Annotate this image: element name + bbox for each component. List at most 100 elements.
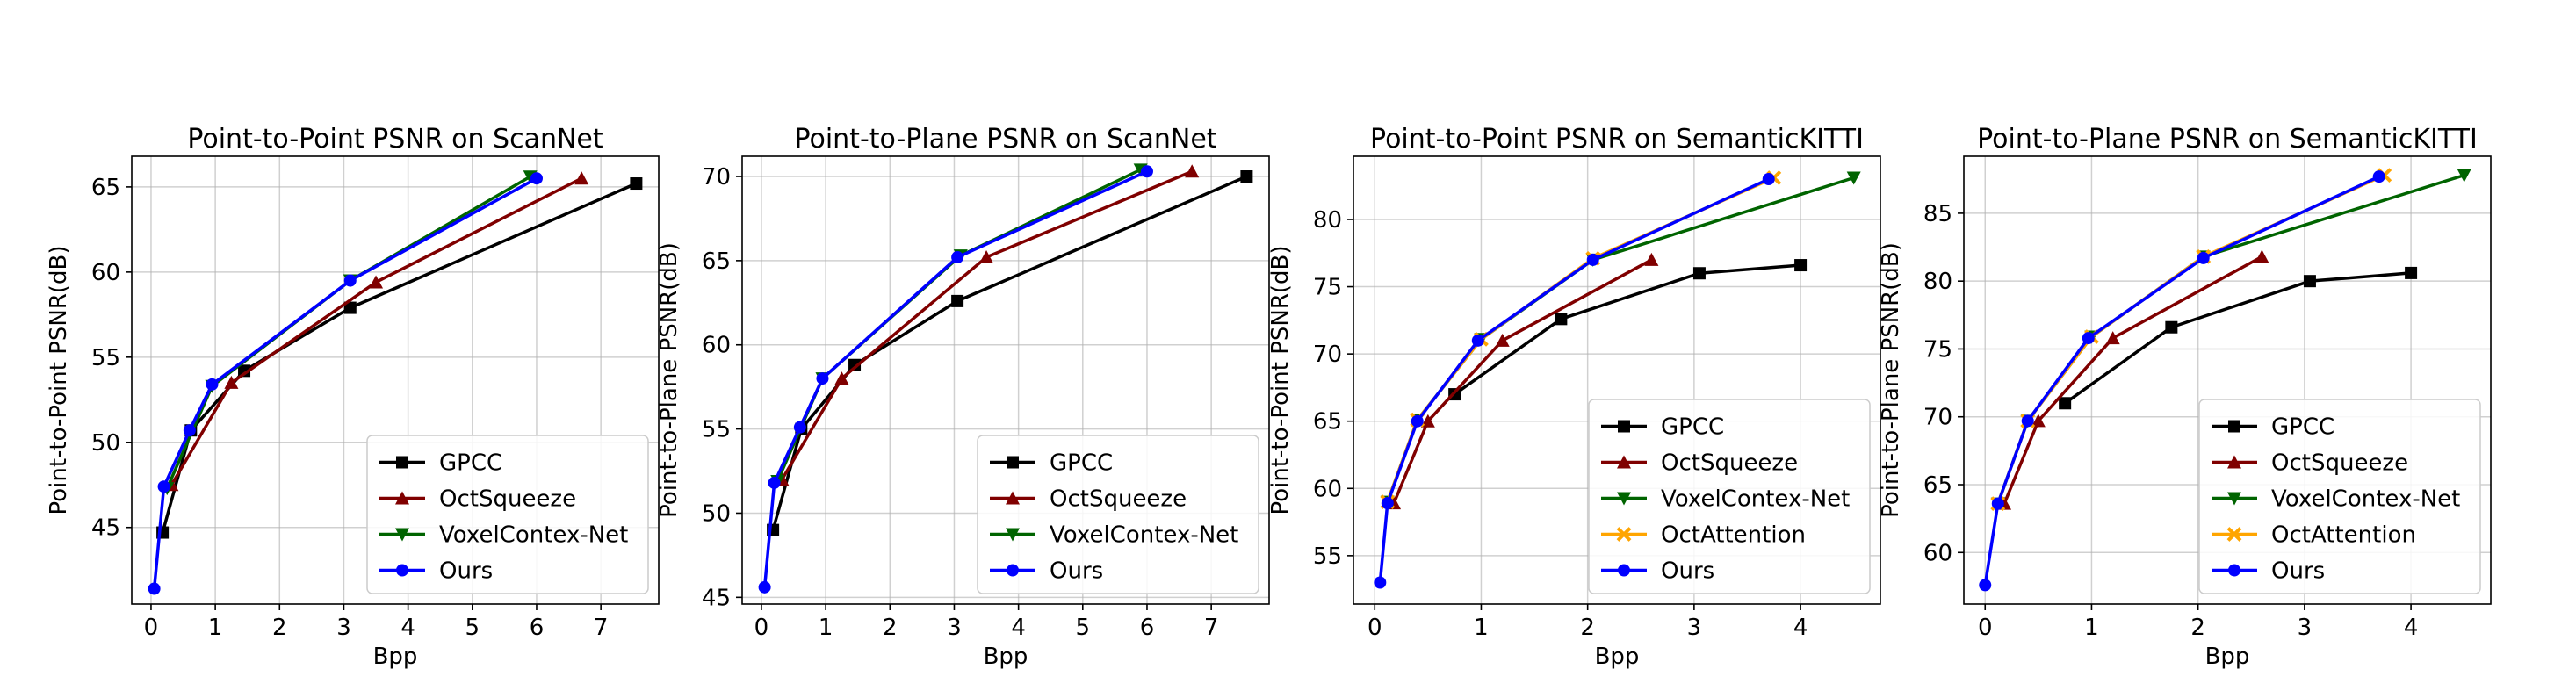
y-tick-label: 60	[1313, 476, 1342, 502]
y-tick-label: 80	[1313, 207, 1342, 234]
legend-label: Ours	[1661, 558, 1714, 585]
data-point	[1471, 334, 1484, 347]
data-point	[1794, 259, 1808, 272]
data-point	[1420, 414, 1435, 428]
series-line	[1454, 263, 1801, 396]
x-tick-label: 2	[1580, 615, 1595, 641]
data-point	[1586, 253, 1599, 266]
data-point	[1555, 313, 1568, 326]
data-point	[1411, 414, 1424, 428]
data-point	[224, 375, 239, 389]
y-tick-label: 70	[1313, 342, 1342, 368]
y-tick-label: 55	[1313, 543, 1342, 570]
y-tick-label: 85	[1923, 201, 1952, 227]
legend-box	[977, 435, 1259, 594]
legend-label: VoxelContex-Net	[1661, 486, 1850, 513]
x-tick-label: 7	[594, 615, 609, 641]
y-axis-label: Point-to-Plane PSNR(dB)	[656, 242, 682, 518]
y-tick-label: 70	[1923, 405, 1952, 431]
data-point	[2082, 332, 2095, 345]
legend-marker	[2227, 492, 2241, 506]
legend-label: OctSqueeze	[1050, 486, 1187, 513]
data-point	[369, 275, 384, 289]
legend-marker	[396, 564, 408, 577]
chart-title: Point-to-Plane PSNR on ScanNet	[794, 124, 1216, 155]
legend-label: OctAttention	[2271, 522, 2416, 549]
data-point	[1185, 164, 1200, 178]
legend-item: OctAttention	[1601, 522, 1806, 549]
data-point	[2021, 414, 2034, 428]
data-point	[1644, 252, 1659, 266]
data-point	[148, 582, 161, 595]
legend-item: Ours	[379, 558, 493, 585]
data-point	[951, 294, 964, 307]
chart-title: Point-to-Point PSNR on ScanNet	[187, 124, 603, 155]
legend-label: GPCC	[439, 450, 502, 477]
data-point	[2255, 249, 2269, 263]
legend-label: Ours	[1050, 558, 1103, 585]
y-tick-label: 45	[702, 585, 731, 611]
series-ours	[1374, 173, 1775, 589]
data-point	[1240, 170, 1253, 183]
series-line	[1983, 175, 2380, 586]
data-point	[1381, 497, 1394, 510]
legend-marker	[396, 456, 408, 469]
chart-title: Point-to-Point PSNR on SemanticKITTI	[1370, 124, 1864, 155]
legend-item: VoxelContex-Net	[990, 522, 1238, 549]
data-point	[2197, 251, 2210, 264]
legend-box	[1588, 399, 1871, 594]
series-line	[152, 176, 538, 589]
x-tick-label: 0	[754, 615, 769, 641]
data-point	[183, 424, 196, 437]
legend-marker	[2227, 455, 2241, 469]
data-point	[1374, 576, 1387, 589]
data-point	[951, 251, 964, 264]
legend-label: VoxelContex-Net	[439, 522, 628, 549]
data-point	[2165, 320, 2178, 334]
legend-marker	[1616, 527, 1632, 542]
y-tick-label: 75	[1923, 336, 1952, 363]
x-tick-label: 4	[1793, 615, 1808, 641]
chart-panel-3: 0 1 2 3 4 55 60 65 70 75 80 Point-to-Point PSNR on …	[1267, 124, 1881, 670]
legend-marker	[2228, 564, 2240, 577]
legend-marker	[1006, 528, 1020, 542]
data-point	[343, 301, 357, 314]
legend-marker	[1006, 491, 1020, 505]
legend-marker	[395, 491, 409, 505]
legend-item: VoxelContex-Net	[1601, 486, 1850, 513]
x-tick-label: 3	[1687, 615, 1702, 641]
data-point	[574, 171, 589, 185]
x-tick-label: 0	[1978, 615, 1993, 641]
x-tick-label: 2	[272, 615, 287, 641]
legend-label: GPCC	[1661, 414, 1724, 441]
data-point	[1762, 173, 1775, 186]
y-tick-label: 60	[1923, 540, 1952, 566]
legend-marker	[1618, 420, 1630, 433]
y-tick-label: 65	[1313, 409, 1342, 435]
y-tick-label: 75	[1313, 275, 1342, 301]
legend-item: Ours	[1601, 558, 1714, 585]
data-point	[343, 274, 357, 287]
legend-item: Ours	[2212, 558, 2325, 585]
data-point	[768, 476, 781, 489]
plot-frame	[131, 155, 660, 605]
legend-label: OctSqueeze	[1661, 450, 1798, 477]
y-tick-label: 60	[91, 260, 120, 286]
data-point	[834, 371, 849, 385]
x-tick-label: 0	[1367, 615, 1382, 641]
chart-panel-4: 0 1 2 3 4 60 65 70 75 80 85 Point-to-Plane PSNR on …	[1878, 124, 2492, 670]
legend-marker	[1007, 564, 1019, 577]
data-point	[630, 177, 643, 191]
x-tick-label: 6	[1140, 615, 1155, 641]
series-line	[762, 169, 1148, 587]
data-point	[1846, 171, 1861, 185]
x-tick-label: 1	[1474, 615, 1489, 641]
data-point	[816, 372, 829, 385]
legend: GPCC OctSqueeze VoxelContex-Net Ours	[977, 435, 1259, 594]
legend-marker	[1617, 455, 1631, 469]
x-axis-label: Bpp	[2205, 644, 2250, 670]
chart-title: Point-to-Plane PSNR on SemanticKITTI	[1977, 124, 2478, 155]
x-tick-label: 1	[2084, 615, 2099, 641]
